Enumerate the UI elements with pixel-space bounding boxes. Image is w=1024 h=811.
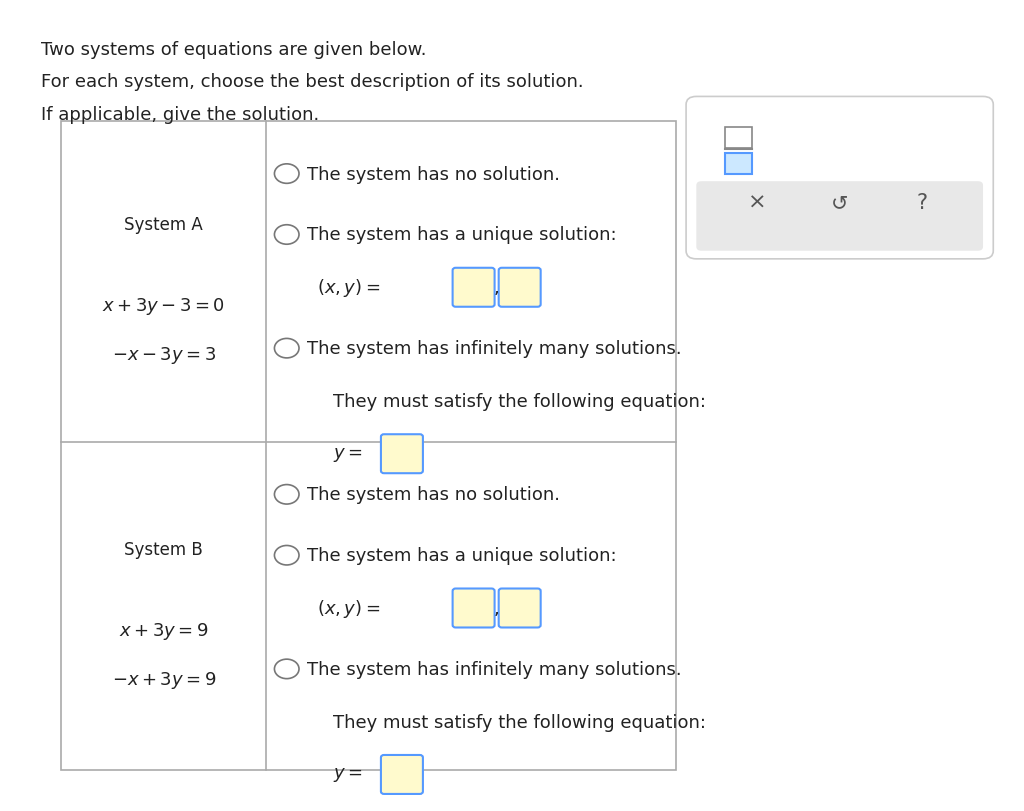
Text: $x+3y-3=0$: $x+3y-3=0$ [102,296,225,316]
FancyBboxPatch shape [499,268,541,307]
Text: $y=$: $y=$ [333,766,362,783]
FancyBboxPatch shape [453,589,495,628]
Text: The system has infinitely many solutions.: The system has infinitely many solutions… [307,660,682,678]
FancyBboxPatch shape [696,182,983,251]
FancyBboxPatch shape [381,755,423,794]
Text: The system has a unique solution:: The system has a unique solution: [307,547,616,564]
Text: Two systems of equations are given below.: Two systems of equations are given below… [41,41,426,58]
Text: For each system, choose the best description of its solution.: For each system, choose the best descrip… [41,73,584,91]
Text: The system has no solution.: The system has no solution. [307,165,560,183]
FancyBboxPatch shape [725,154,752,175]
FancyBboxPatch shape [725,128,752,149]
FancyBboxPatch shape [453,268,495,307]
Text: The system has no solution.: The system has no solution. [307,486,560,504]
Text: ,: , [494,279,500,297]
Text: $(x, y) =$: $(x, y) =$ [317,597,381,620]
Text: They must satisfy the following equation:: They must satisfy the following equation… [333,393,706,410]
Text: $-x+3y=9$: $-x+3y=9$ [112,669,216,689]
Text: $x+3y=9$: $x+3y=9$ [119,620,209,641]
Text: $-x-3y=3$: $-x-3y=3$ [112,345,216,365]
Text: System B: System B [125,540,203,559]
Text: $(x, y) =$: $(x, y) =$ [317,277,381,299]
Text: The system has infinitely many solutions.: The system has infinitely many solutions… [307,340,682,358]
Text: ×: × [749,193,767,212]
Text: They must satisfy the following equation:: They must satisfy the following equation… [333,713,706,731]
Text: ↺: ↺ [830,193,849,212]
Text: ,: , [494,599,500,617]
Text: System A: System A [125,216,203,234]
FancyBboxPatch shape [381,435,423,474]
Text: $y=$: $y=$ [333,445,362,463]
Text: If applicable, give the solution.: If applicable, give the solution. [41,105,319,123]
FancyBboxPatch shape [499,589,541,628]
Text: ?: ? [916,193,927,212]
Text: The system has a unique solution:: The system has a unique solution: [307,226,616,244]
FancyBboxPatch shape [686,97,993,260]
